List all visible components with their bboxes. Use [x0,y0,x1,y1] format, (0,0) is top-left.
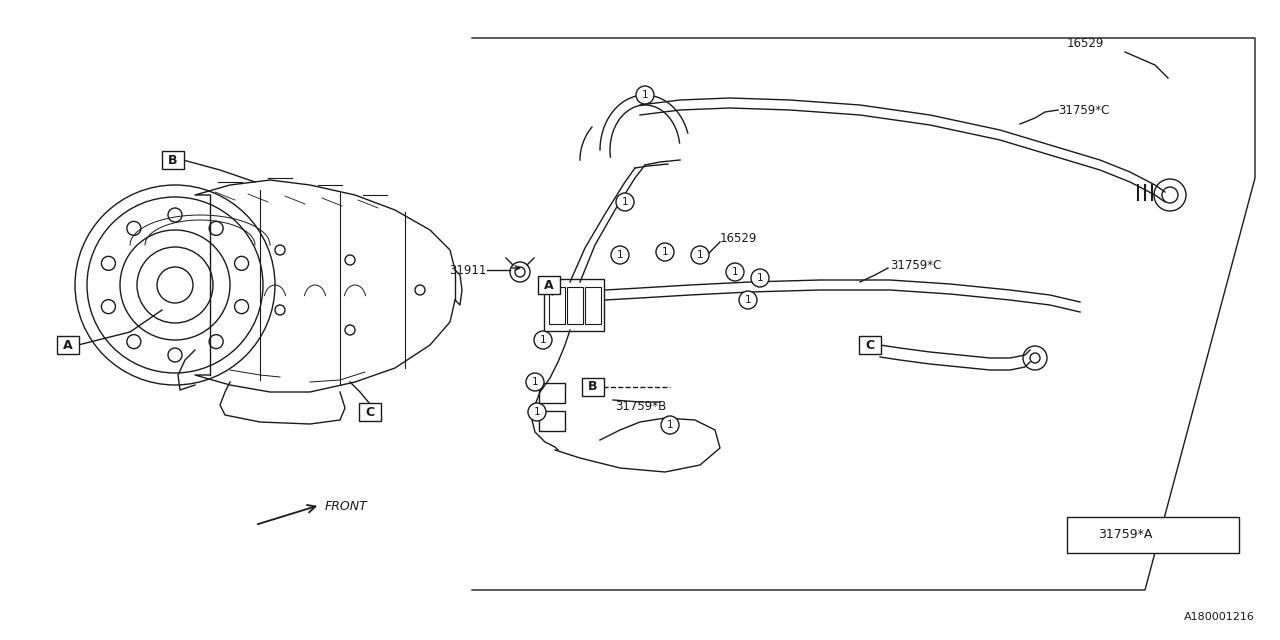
Circle shape [739,291,756,309]
Text: 1: 1 [641,90,648,100]
Circle shape [529,403,547,421]
FancyBboxPatch shape [582,378,604,396]
Text: 1: 1 [756,273,763,283]
Text: 1: 1 [667,420,673,430]
FancyBboxPatch shape [58,336,79,354]
Circle shape [534,331,552,349]
Circle shape [611,246,628,264]
Circle shape [636,86,654,104]
Circle shape [616,193,634,211]
Text: 1: 1 [662,247,668,257]
FancyBboxPatch shape [544,279,604,331]
Text: 1: 1 [622,197,628,207]
Text: 16529: 16529 [721,232,758,244]
FancyBboxPatch shape [1068,517,1239,553]
Text: B: B [168,154,178,166]
Text: 1: 1 [617,250,623,260]
Text: 1: 1 [745,295,751,305]
Text: 31759*C: 31759*C [890,259,941,271]
Circle shape [691,246,709,264]
Text: A: A [63,339,73,351]
Circle shape [726,263,744,281]
Text: B: B [589,381,598,394]
Text: A180001216: A180001216 [1184,612,1254,622]
FancyBboxPatch shape [539,383,564,403]
FancyBboxPatch shape [358,403,381,421]
Text: C: C [865,339,874,351]
Text: 31759*C: 31759*C [1059,104,1110,116]
Text: 1: 1 [732,267,739,277]
FancyBboxPatch shape [539,411,564,431]
Text: 16529: 16529 [1066,37,1103,50]
Circle shape [751,269,769,287]
Text: 1: 1 [540,335,547,345]
Text: 31911: 31911 [449,264,486,276]
Circle shape [1074,526,1092,544]
Circle shape [526,373,544,391]
Text: 1: 1 [1080,530,1087,540]
FancyBboxPatch shape [859,336,881,354]
Text: 1: 1 [534,407,540,417]
FancyBboxPatch shape [163,151,184,169]
Circle shape [660,416,678,434]
Text: C: C [365,406,375,419]
Text: FRONT: FRONT [325,499,367,513]
Circle shape [657,243,675,261]
Text: 31759*B: 31759*B [614,400,667,413]
Text: 1: 1 [696,250,703,260]
FancyBboxPatch shape [538,276,561,294]
Text: 31759*A: 31759*A [1098,529,1152,541]
Text: 1: 1 [531,377,539,387]
Text: A: A [544,278,554,291]
